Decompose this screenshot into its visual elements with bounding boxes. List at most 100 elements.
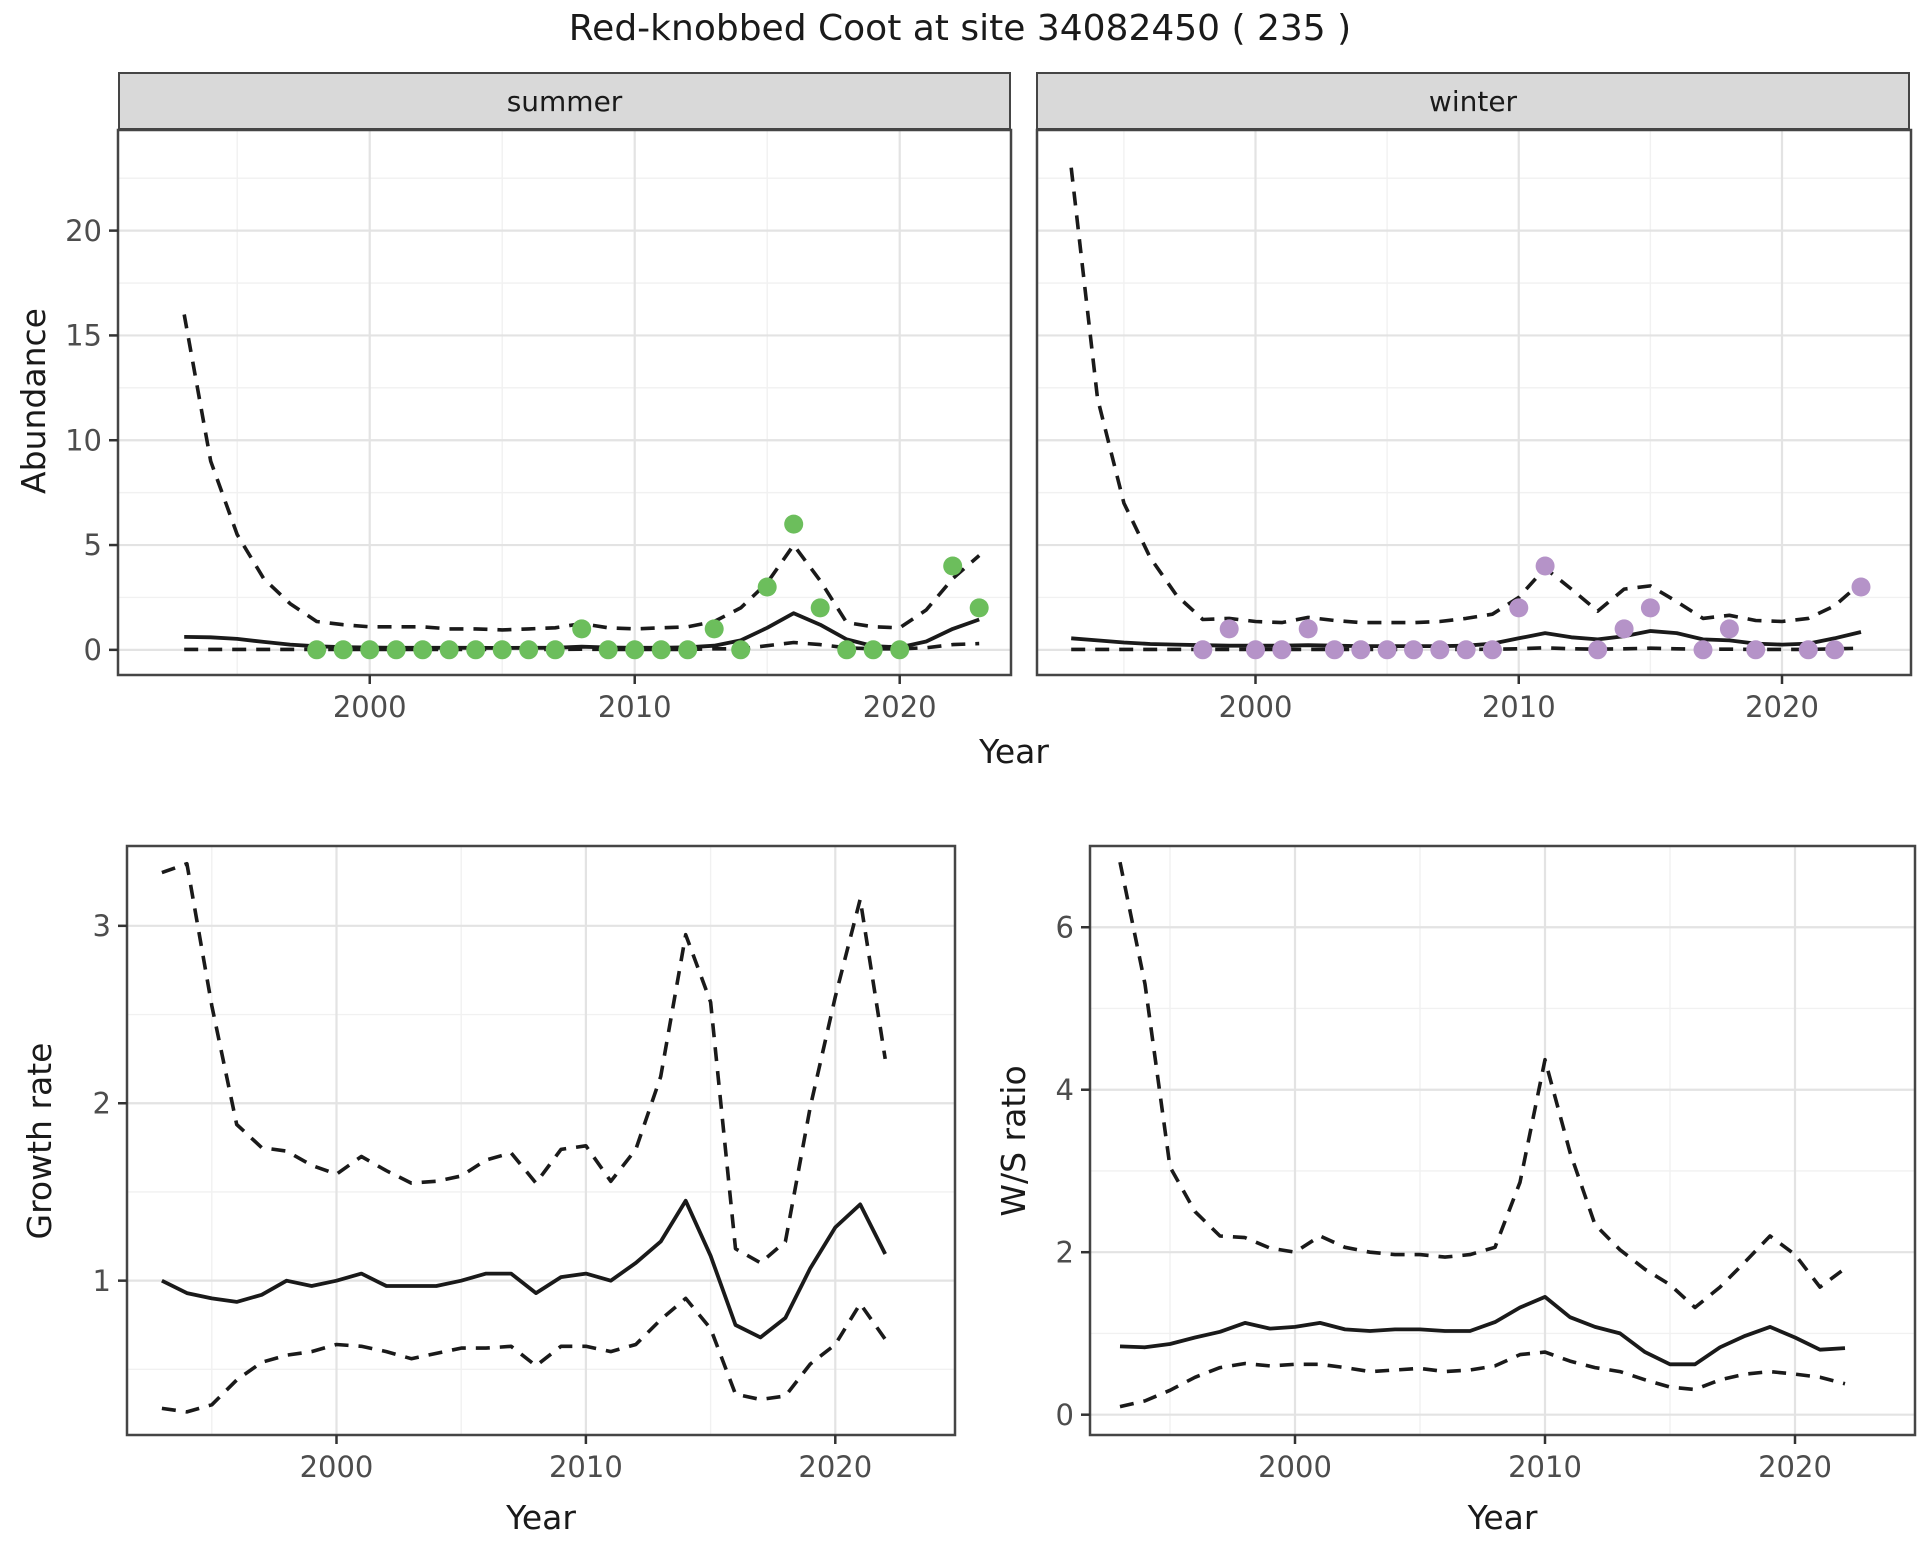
series-lines: [1069, 167, 1863, 652]
observation-point: [1509, 598, 1529, 618]
panel-border: [1035, 128, 1913, 677]
growth-rate-chart: 2000 2010 2020 1 2 3: [93, 844, 957, 1484]
observation-point: [1272, 640, 1292, 660]
y-tick-label: 1: [93, 1264, 111, 1298]
observation-point: [1693, 640, 1713, 660]
lower-ci-line: [1119, 1350, 1846, 1409]
ws-ratio-axis-title: W/S ratio: [994, 1065, 1033, 1217]
gridlines: [1037, 130, 1911, 675]
gridlines: [1090, 846, 1915, 1435]
observation-point: [969, 598, 989, 618]
observation-point: [651, 640, 671, 660]
observation-point: [439, 640, 459, 660]
facet-strip-winter-label: winter: [1428, 84, 1518, 118]
x-tick-label: 2010: [549, 1450, 623, 1484]
observation-point: [545, 640, 565, 660]
abundance-axis-title: Abundance: [14, 308, 53, 494]
plot-title: Red-knobbed Coot at site 34082450 ( 235 …: [568, 8, 1352, 49]
observation-point: [1851, 577, 1871, 597]
series-lines: [161, 861, 887, 1414]
observation-point: [1377, 640, 1397, 660]
series-lines: [1118, 861, 1847, 1409]
lower-ci-line: [161, 1296, 887, 1414]
facet-strip-winter: winter: [1036, 72, 1910, 130]
observation-point: [943, 556, 963, 576]
observation-point: [1640, 598, 1660, 618]
observation-point: [333, 640, 353, 660]
observation-point: [1825, 640, 1845, 660]
x-tick-label: 2000: [300, 1450, 374, 1484]
observation-point: [1798, 640, 1818, 660]
observation-point: [386, 640, 406, 660]
upper-ci-line: [182, 314, 981, 632]
observation-point: [519, 640, 539, 660]
observation-point: [810, 598, 830, 618]
x-tick-label: 2020: [1758, 1450, 1832, 1484]
x-tick-label: 2010: [1482, 690, 1556, 724]
gridlines: [127, 846, 955, 1435]
observation-point: [1193, 640, 1213, 660]
observation-point: [704, 619, 724, 639]
observation-point: [678, 640, 698, 660]
observation-point: [890, 640, 910, 660]
observation-point: [1351, 640, 1371, 660]
observation-points: [1193, 556, 1871, 660]
observation-point: [492, 640, 512, 660]
gridlines: [118, 130, 1011, 675]
year-axis-title-growth: Year: [506, 1498, 576, 1537]
year-axis-title-ws: Year: [1467, 1498, 1538, 1537]
panel-border: [1088, 844, 1917, 1437]
x-tick-label: 2020: [798, 1450, 872, 1484]
observation-points: [307, 514, 989, 660]
axis-ticks: 2000 2010 2020 1 2 3: [93, 909, 873, 1484]
observation-point: [1719, 619, 1739, 639]
observation-point: [598, 640, 618, 660]
series-lines: [182, 314, 981, 652]
observation-point: [1588, 640, 1608, 660]
x-tick-label: 2010: [598, 690, 672, 724]
observation-point: [1298, 619, 1318, 639]
upper-ci-line: [161, 861, 887, 1265]
x-tick-label: 2020: [1745, 690, 1819, 724]
observation-point: [784, 514, 804, 534]
observation-point: [1246, 640, 1265, 660]
y-tick-label: 0: [1056, 1398, 1074, 1432]
y-tick-label: 10: [65, 423, 102, 457]
observation-point: [837, 640, 857, 660]
y-tick-label: 4: [1056, 1073, 1074, 1107]
x-tick-label: 2010: [1508, 1450, 1582, 1484]
observation-point: [1535, 556, 1555, 576]
summer-abundance-chart: 2000 2010 2020 0 5 10 15 20: [65, 128, 1013, 724]
upper-ci-line: [1069, 167, 1863, 625]
winter-abundance-chart: 2000 2010 2020: [1035, 128, 1913, 724]
observation-point: [1482, 640, 1502, 660]
upper-ci-line: [1118, 861, 1847, 1310]
observation-point: [1746, 640, 1766, 660]
axis-ticks: 2000 2010 2020: [1219, 675, 1819, 724]
y-tick-label: 5: [84, 528, 102, 562]
axis-ticks: 2000 2010 2020 0 2 4 6: [1056, 910, 1832, 1484]
observation-point: [625, 640, 645, 660]
y-tick-label: 15: [65, 319, 102, 353]
mean-line: [161, 1198, 887, 1340]
mean-line: [1119, 1294, 1846, 1367]
y-tick-label: 0: [84, 633, 102, 667]
ws-ratio-chart: 2000 2010 2020 0 2 4 6: [1056, 844, 1917, 1484]
year-axis-title-top: Year: [979, 732, 1049, 771]
observation-point: [307, 640, 327, 660]
observation-point: [1404, 640, 1423, 660]
growth-rate-axis-title: Growth rate: [20, 1042, 59, 1240]
observation-point: [731, 640, 751, 660]
x-tick-label: 2000: [1258, 1450, 1332, 1484]
facet-strip-summer: summer: [118, 72, 1011, 130]
observation-point: [572, 619, 592, 639]
axis-ticks: 2000 2010 2020 0 5 10 15 20: [65, 214, 937, 724]
observation-point: [1456, 640, 1476, 660]
panel-border: [125, 844, 957, 1437]
observation-point: [413, 640, 433, 660]
y-tick-label: 2: [1056, 1235, 1074, 1269]
observation-point: [1430, 640, 1450, 660]
x-tick-label: 2020: [863, 690, 937, 724]
observation-point: [1219, 619, 1239, 639]
observation-point: [1614, 619, 1634, 639]
